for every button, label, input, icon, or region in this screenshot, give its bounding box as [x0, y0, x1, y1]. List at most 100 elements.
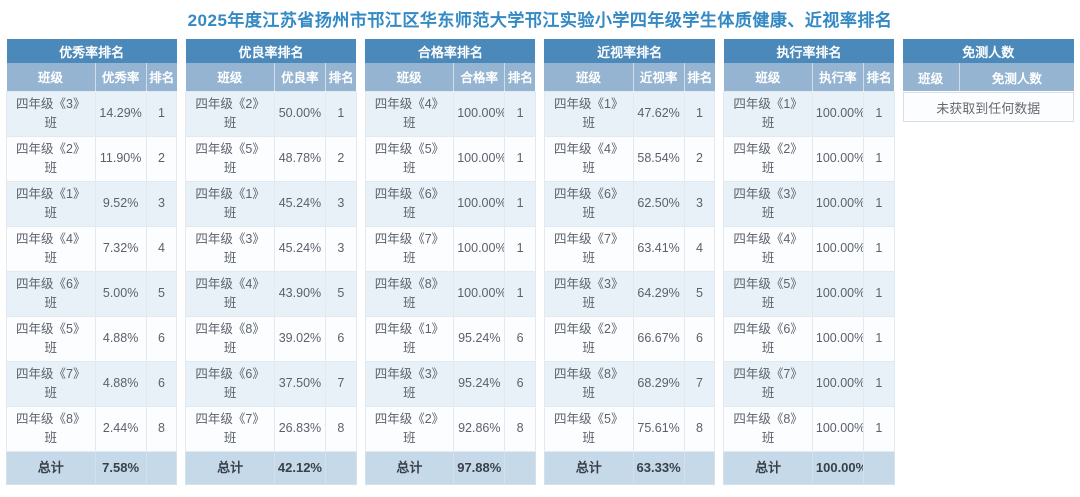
cell: 四年级《1》班	[364, 315, 455, 362]
total-cell: 63.33%	[632, 450, 685, 485]
cell: 63.41%	[632, 225, 685, 272]
cell: 50.00%	[273, 90, 326, 137]
table-row: 四年级《6》班 5.00% 5	[6, 270, 178, 317]
cell: 45.24%	[273, 225, 326, 272]
cell: 四年级《6》班	[185, 360, 275, 407]
table-row: 四年级《6》班 100.00% 1	[723, 315, 895, 362]
total-row: 总计 97.88%	[364, 450, 536, 485]
column-header: 排名	[504, 63, 536, 91]
cell: 45.24%	[273, 180, 326, 227]
cell: 47.62%	[632, 90, 685, 137]
no-data-message: 未获取到任何数据	[902, 92, 1074, 122]
table-row: 四年级《5》班 48.78% 2	[185, 135, 357, 182]
total-row: 总计 42.12%	[185, 450, 357, 485]
cell: 2	[683, 135, 716, 182]
cell: 48.78%	[273, 135, 326, 182]
cell: 8	[145, 405, 178, 452]
total-cell: 总计	[543, 450, 634, 485]
table-row: 四年级《6》班 37.50% 7	[185, 360, 357, 407]
cell: 四年级《5》班	[364, 135, 455, 182]
cell: 1	[504, 135, 536, 182]
cell: 100.00%	[453, 225, 506, 272]
cell: 3	[683, 180, 716, 227]
tables-row: 优秀率排名 班级 优秀率 排名 四年级《3》班 14.29% 1 四年级《2》班 11.90% 2…	[0, 31, 1080, 485]
table-title: 近视率排名	[544, 39, 715, 63]
excellent-rate-ranking-table: 优秀率排名 班级 优秀率 排名 四年级《3》班 14.29% 1 四年级《2》班 11.90% 2…	[6, 39, 178, 485]
column-header-row: 班级 优良率 排名	[185, 63, 357, 91]
total-cell: 7.58%	[94, 450, 147, 485]
cell: 100.00%	[811, 315, 864, 362]
total-cell	[683, 450, 716, 485]
cell: 四年级《8》班	[6, 405, 96, 452]
cell: 2	[145, 135, 178, 182]
cell: 四年级《4》班	[364, 90, 455, 137]
cell: 四年级《1》班	[185, 180, 275, 227]
cell: 100.00%	[453, 135, 506, 182]
table-row: 四年级《7》班 4.88% 6	[6, 360, 178, 407]
cell: 26.83%	[273, 405, 326, 452]
cell: 43.90%	[273, 270, 326, 317]
cell: 四年级《1》班	[723, 90, 813, 137]
cell: 1	[324, 90, 357, 137]
table-row: 四年级《4》班 7.32% 4	[6, 225, 178, 272]
total-cell	[862, 450, 895, 485]
cell: 100.00%	[811, 270, 864, 317]
table-exempted-count: 免测人数 班级 免测人数 未获取到任何数据	[902, 39, 1074, 122]
column-header: 排名	[324, 63, 357, 91]
cell: 四年级《4》班	[185, 270, 275, 317]
table-title-row: 优良率排名	[185, 39, 357, 63]
column-header: 合格率	[453, 63, 505, 91]
cell: 6	[504, 360, 536, 407]
cell: 1	[504, 225, 536, 272]
cell: 四年级《3》班	[364, 360, 455, 407]
cell: 四年级《7》班	[543, 225, 634, 272]
table-row: 四年级《5》班 100.00% 1	[723, 270, 895, 317]
table-title-row: 近视率排名	[544, 39, 715, 63]
cell: 66.67%	[632, 315, 685, 362]
table-row: 四年级《5》班 4.88% 6	[6, 315, 178, 362]
total-cell: 42.12%	[273, 450, 326, 485]
column-header: 排名	[145, 63, 177, 91]
cell: 1	[862, 135, 895, 182]
cell: 四年级《4》班	[543, 135, 634, 182]
table-row: 四年级《5》班 75.61% 8	[543, 405, 716, 452]
total-cell: 97.88%	[453, 450, 506, 485]
total-row: 总计 7.58%	[6, 450, 178, 485]
cell: 四年级《3》班	[6, 90, 96, 137]
table-row: 四年级《7》班 63.41% 4	[543, 225, 716, 272]
cell: 四年级《8》班	[185, 315, 275, 362]
pass-rate-ranking-table: 合格率排名 班级 合格率 排名 四年级《4》班 100.00% 1 四年级《5》班 100.00…	[364, 39, 536, 485]
cell: 四年级《4》班	[6, 225, 96, 272]
cell: 3	[324, 225, 357, 272]
cell: 1	[504, 270, 536, 317]
cell: 64.29%	[632, 270, 685, 317]
cell: 100.00%	[811, 225, 864, 272]
exempted-count-table: 免测人数 班级 免测人数	[902, 39, 1074, 91]
cell: 95.24%	[453, 360, 506, 407]
cell: 37.50%	[273, 360, 326, 407]
table-row: 四年级《7》班 26.83% 8	[185, 405, 357, 452]
cell: 四年级《7》班	[6, 360, 96, 407]
cell: 四年级《6》班	[543, 180, 634, 227]
cell: 75.61%	[632, 405, 685, 452]
total-row: 总计 100.00%	[723, 450, 895, 485]
cell: 6	[683, 315, 716, 362]
cell: 1	[683, 90, 716, 137]
cell: 14.29%	[94, 90, 147, 137]
table-execution-rate-ranking: 执行率排名 班级 执行率 排名 四年级《1》班 100.00% 1 四年级《2》班 100.00…	[723, 39, 895, 485]
cell: 3	[324, 180, 357, 227]
cell: 8	[324, 405, 357, 452]
cell: 100.00%	[811, 135, 864, 182]
column-header: 免测人数	[958, 63, 1074, 91]
column-header: 班级	[6, 63, 96, 91]
cell: 1	[862, 360, 895, 407]
table-row: 四年级《1》班 45.24% 3	[185, 180, 357, 227]
table-row: 四年级《6》班 100.00% 1	[364, 180, 536, 227]
cell: 100.00%	[811, 405, 864, 452]
cell: 四年级《2》班	[364, 405, 455, 452]
cell: 四年级《2》班	[723, 135, 813, 182]
column-header: 执行率	[811, 63, 864, 91]
page-title: 2025年度江苏省扬州市邗江区华东师范大学邗江实验小学四年级学生体质健康、近视率…	[187, 11, 893, 30]
cell: 8	[504, 405, 536, 452]
cell: 5	[683, 270, 716, 317]
